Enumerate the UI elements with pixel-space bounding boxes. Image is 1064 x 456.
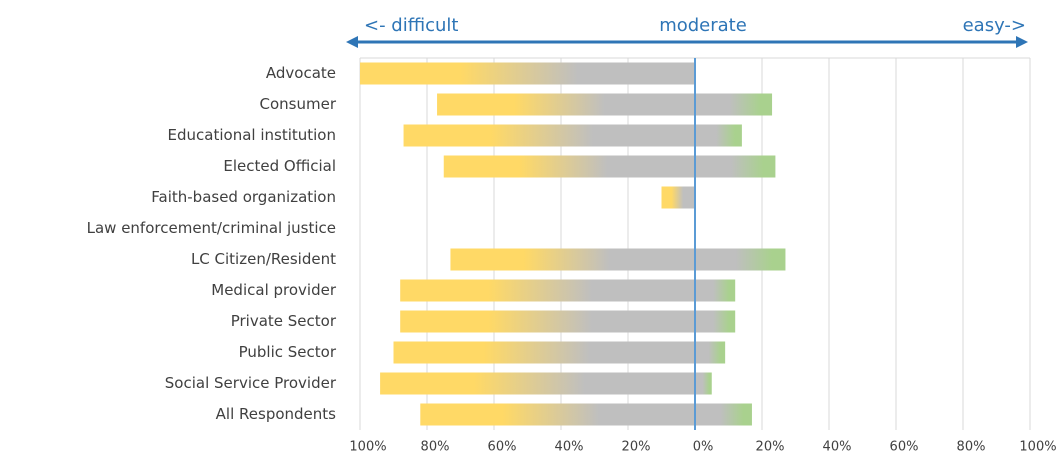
bar bbox=[695, 372, 712, 395]
x-tick-label: 0% bbox=[693, 440, 714, 455]
bar bbox=[400, 279, 695, 302]
category-label: Consumer bbox=[260, 95, 337, 113]
category-label: Medical provider bbox=[211, 281, 337, 299]
category-label: Social Service Provider bbox=[165, 374, 337, 392]
category-label: Elected Official bbox=[223, 157, 336, 175]
bar bbox=[400, 310, 695, 333]
category-label: Educational institution bbox=[168, 126, 336, 144]
bar bbox=[360, 62, 695, 85]
annotation: moderate bbox=[659, 15, 747, 36]
annotation: easy-> bbox=[963, 15, 1026, 36]
category-label: Faith-based organization bbox=[151, 188, 336, 206]
x-tick-label: 100% bbox=[349, 440, 386, 455]
bar bbox=[695, 279, 736, 302]
bar bbox=[695, 248, 786, 271]
bar bbox=[695, 341, 726, 364]
bar bbox=[695, 403, 752, 426]
category-label: All Respondents bbox=[216, 405, 337, 423]
annotation: <- difficult bbox=[364, 15, 459, 36]
x-tick-label: 100% bbox=[1019, 440, 1056, 455]
bar bbox=[437, 93, 695, 116]
bar bbox=[380, 372, 695, 395]
bar bbox=[695, 155, 776, 178]
category-label: LC Citizen/Resident bbox=[191, 250, 336, 268]
x-tick-label: 20% bbox=[622, 440, 651, 455]
x-tick-label: 80% bbox=[421, 440, 450, 455]
x-tick-label: 60% bbox=[488, 440, 517, 455]
category-label: Law enforcement/criminal justice bbox=[87, 219, 336, 237]
bar bbox=[695, 93, 773, 116]
x-tick-label: 20% bbox=[756, 440, 785, 455]
x-tick-label: 60% bbox=[890, 440, 919, 455]
x-tick-label: 40% bbox=[555, 440, 584, 455]
bar bbox=[695, 124, 742, 147]
bar bbox=[450, 248, 695, 271]
bar bbox=[695, 310, 736, 333]
x-tick-label: 40% bbox=[823, 440, 852, 455]
bar bbox=[661, 186, 695, 209]
bar bbox=[393, 341, 695, 364]
bar bbox=[403, 124, 695, 147]
x-tick-label: 80% bbox=[957, 440, 986, 455]
category-label: Public Sector bbox=[239, 343, 337, 361]
bar bbox=[443, 155, 695, 178]
category-label: Private Sector bbox=[231, 312, 337, 330]
category-label: Advocate bbox=[266, 64, 336, 82]
bar bbox=[420, 403, 695, 426]
